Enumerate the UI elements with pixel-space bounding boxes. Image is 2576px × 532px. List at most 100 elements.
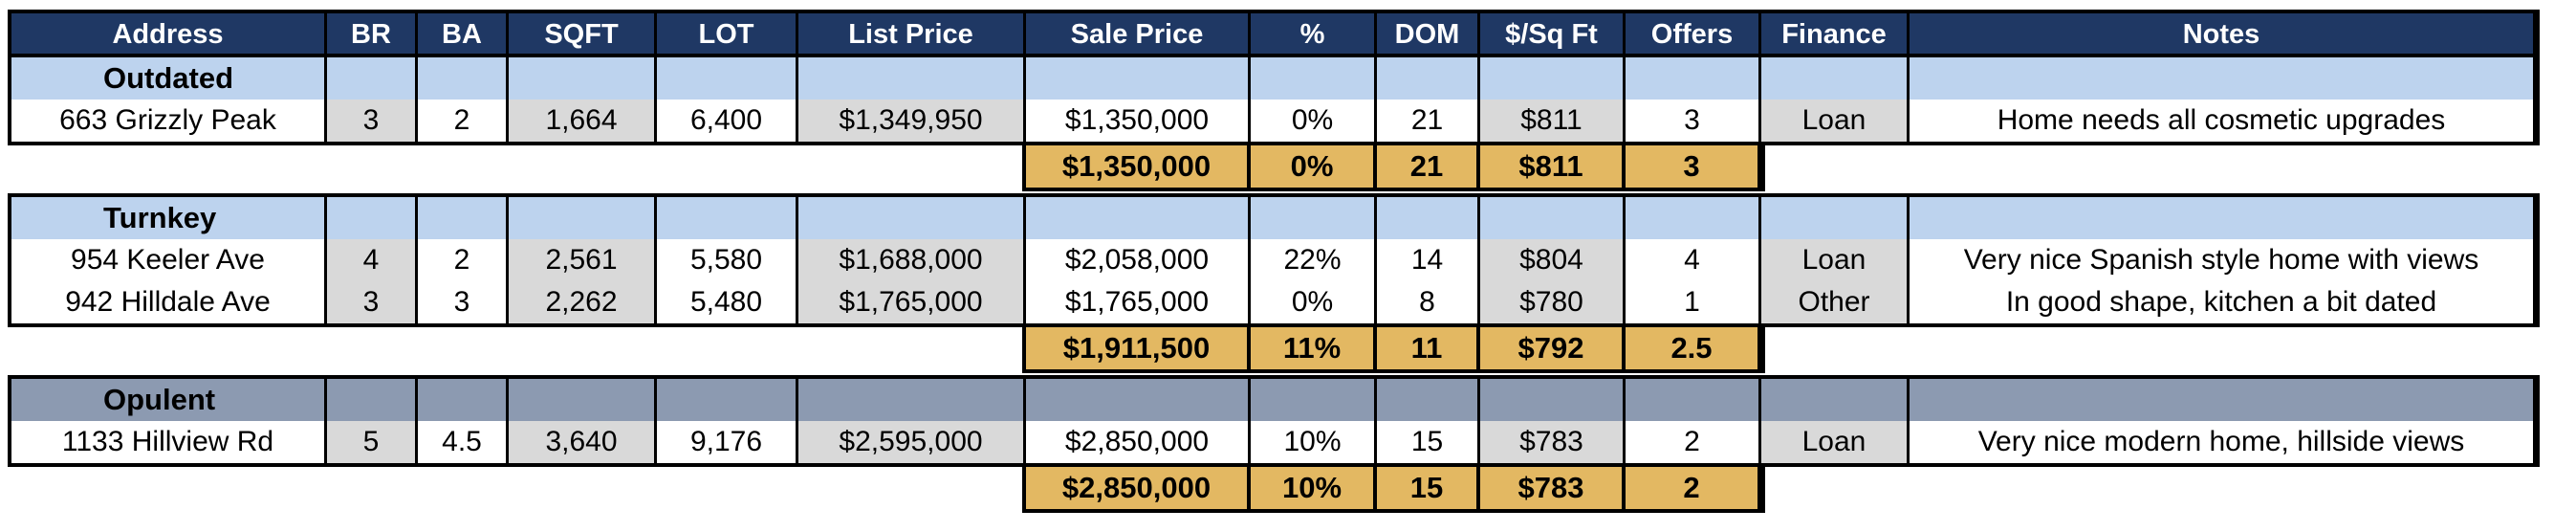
header-row: Address BR BA SQFT LOT List Price Sale Price% D… xyxy=(11,13,2536,55)
section-fill xyxy=(798,57,1026,100)
summary-dom: 15 xyxy=(1377,467,1480,509)
header-dom: DOM xyxy=(1377,13,1480,55)
table-row: 663 Grizzly Peak 3 2 1,664 6,400 $1,349,950 $1… xyxy=(11,100,2536,142)
section-fill xyxy=(1251,197,1377,239)
cell-notes: In good shape, kitchen a bit dated xyxy=(1910,281,2536,323)
header-: % xyxy=(1251,13,1377,55)
section-fill xyxy=(1910,379,2536,421)
summary-row-opulent: $2,850,000 10% 15 $783 2 xyxy=(11,467,2536,509)
section-fill xyxy=(1480,57,1626,100)
cell-finance: Other xyxy=(1761,281,1910,323)
section-title-turnkey: Turnkey xyxy=(11,197,327,239)
summary-row-turnkey: $1,911,500 11% 11 $792 2.5 xyxy=(11,327,2536,369)
section-fill xyxy=(418,379,509,421)
cell-br: 4 xyxy=(327,239,418,281)
section-fill xyxy=(1626,197,1761,239)
cell-lot: 6,400 xyxy=(657,100,798,142)
cell-address: 1133 Hillview Rd xyxy=(11,421,327,463)
section-fill xyxy=(1910,197,2536,239)
cell-finance: Loan xyxy=(1761,239,1910,281)
section-fill xyxy=(1480,197,1626,239)
cell-sqft: 2,561 xyxy=(509,239,657,281)
section-fill xyxy=(1026,197,1251,239)
summary-offers: 2.5 xyxy=(1626,327,1761,369)
header-finance: Finance xyxy=(1761,13,1910,55)
cell-: 10% xyxy=(1251,421,1377,463)
cell-sale-price: $2,850,000 xyxy=(1026,421,1251,463)
summary-sale-price: $1,911,500 xyxy=(1026,327,1251,369)
section-fill xyxy=(657,379,798,421)
section-fill xyxy=(1761,379,1910,421)
summary-offers: 2 xyxy=(1626,467,1761,509)
section-fill xyxy=(1761,197,1910,239)
cell-list-price: $1,349,950 xyxy=(798,100,1026,142)
section-fill xyxy=(1377,57,1480,100)
cell-sq-ft: $780 xyxy=(1480,281,1626,323)
cell-sq-ft: $804 xyxy=(1480,239,1626,281)
cell-list-price: $1,765,000 xyxy=(798,281,1026,323)
summary-: 10% xyxy=(1251,467,1377,509)
header-address: Address xyxy=(11,13,327,55)
cell-finance: Loan xyxy=(1761,100,1910,142)
cell-: 0% xyxy=(1251,281,1377,323)
table-row: 942 Hilldale Ave 3 3 2,262 5,480 $1,765,000 $1… xyxy=(11,281,2536,323)
section-fill xyxy=(1026,379,1251,421)
cell-notes: Very nice Spanish style home with views xyxy=(1910,239,2536,281)
cell-: 22% xyxy=(1251,239,1377,281)
cell-ba: 4.5 xyxy=(418,421,509,463)
header-sqft: SQFT xyxy=(509,13,657,55)
header-ba: BA xyxy=(418,13,509,55)
summary-: 11% xyxy=(1251,327,1377,369)
section-fill xyxy=(1910,57,2536,100)
summary-sale-price: $2,850,000 xyxy=(1026,467,1251,509)
cell-finance: Loan xyxy=(1761,421,1910,463)
section-fill xyxy=(1251,379,1377,421)
cell-offers: 2 xyxy=(1626,421,1761,463)
cell-notes: Very nice modern home, hillside views xyxy=(1910,421,2536,463)
section-fill xyxy=(418,197,509,239)
header-sale-price: Sale Price xyxy=(1026,13,1251,55)
cell-address: 954 Keeler Ave xyxy=(11,239,327,281)
section-fill xyxy=(1251,57,1377,100)
cell-sq-ft: $811 xyxy=(1480,100,1626,142)
section-fill xyxy=(798,379,1026,421)
section-fill xyxy=(327,57,418,100)
cell-sale-price: $2,058,000 xyxy=(1026,239,1251,281)
cell-notes: Home needs all cosmetic upgrades xyxy=(1910,100,2536,142)
cell-br: 5 xyxy=(327,421,418,463)
section-fill xyxy=(509,197,657,239)
header-notes: Notes xyxy=(1910,13,2536,55)
section-row-turnkey: Turnkey xyxy=(11,197,2536,239)
cell-br: 3 xyxy=(327,100,418,142)
table-row: 1133 Hillview Rd 5 4.5 3,640 9,176 $2,595,000… xyxy=(11,421,2536,463)
cell-sqft: 2,262 xyxy=(509,281,657,323)
summary-sq-ft: $811 xyxy=(1480,145,1626,188)
cell-sale-price: $1,350,000 xyxy=(1026,100,1251,142)
cell-ba: 2 xyxy=(418,239,509,281)
cell-dom: 21 xyxy=(1377,100,1480,142)
cell-dom: 8 xyxy=(1377,281,1480,323)
cell-lot: 5,580 xyxy=(657,239,798,281)
cell-ba: 3 xyxy=(418,281,509,323)
summary-row-outdated: $1,350,000 0% 21 $811 3 xyxy=(11,145,2536,188)
cell-address: 663 Grizzly Peak xyxy=(11,100,327,142)
summary-sq-ft: $783 xyxy=(1480,467,1626,509)
section-fill xyxy=(657,197,798,239)
section-fill xyxy=(1377,379,1480,421)
header-lot: LOT xyxy=(657,13,798,55)
section-fill xyxy=(1626,57,1761,100)
summary-sale-price: $1,350,000 xyxy=(1026,145,1251,188)
cell-lot: 9,176 xyxy=(657,421,798,463)
section-fill xyxy=(798,197,1026,239)
section-row-outdated: Outdated xyxy=(11,57,2536,100)
cell-list-price: $1,688,000 xyxy=(798,239,1026,281)
cell-dom: 14 xyxy=(1377,239,1480,281)
cell-sqft: 1,664 xyxy=(509,100,657,142)
summary-dom: 21 xyxy=(1377,145,1480,188)
table-row: 954 Keeler Ave 4 2 2,561 5,580 $1,688,000 $2,0… xyxy=(11,239,2536,281)
section-fill xyxy=(327,379,418,421)
section-fill xyxy=(1761,57,1910,100)
section-row-opulent: Opulent xyxy=(11,379,2536,421)
summary-sq-ft: $792 xyxy=(1480,327,1626,369)
